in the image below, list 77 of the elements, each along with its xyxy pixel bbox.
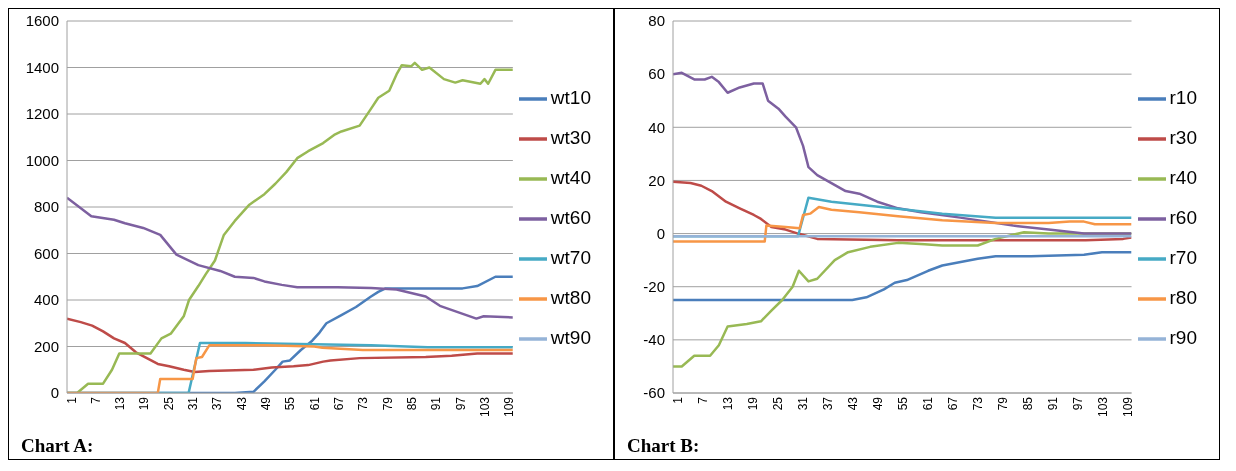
x-tick-label: 85 xyxy=(404,396,419,411)
x-tick-label: 43 xyxy=(845,396,860,411)
y-tick-label: 200 xyxy=(33,337,59,355)
x-tick-label: 7 xyxy=(88,396,103,404)
y-tick-label: 1000 xyxy=(25,151,59,169)
x-tick-label: 109 xyxy=(1120,396,1135,418)
legend-label: wt60 xyxy=(550,207,591,228)
x-tick-label: 25 xyxy=(770,396,785,411)
y-tick-label: 600 xyxy=(33,244,59,262)
x-tick-label: 103 xyxy=(1095,396,1110,418)
x-tick-label: 97 xyxy=(453,396,468,411)
x-tick-label: 97 xyxy=(1070,396,1085,411)
x-tick-label: 61 xyxy=(920,396,935,411)
x-tick-label: 37 xyxy=(820,396,835,411)
y-tick-label: -40 xyxy=(643,331,665,349)
x-tick-label: 109 xyxy=(502,396,517,418)
y-tick-label: 400 xyxy=(33,291,59,309)
x-tick-label: 31 xyxy=(795,396,810,411)
x-tick-label: 1 xyxy=(64,396,79,404)
y-tick-label: 80 xyxy=(648,12,665,30)
x-tick-label: 67 xyxy=(332,396,347,411)
x-tick-label: 73 xyxy=(970,396,985,411)
x-tick-label: 49 xyxy=(870,396,885,411)
x-tick-label: 1 xyxy=(670,396,685,404)
y-tick-label: 0 xyxy=(50,384,59,402)
x-tick-label: 49 xyxy=(259,396,274,411)
x-tick-label: 67 xyxy=(945,396,960,411)
x-tick-label: 91 xyxy=(1045,396,1060,411)
x-tick-label: 43 xyxy=(234,396,249,411)
line-series xyxy=(67,317,513,374)
legend-label: wt40 xyxy=(550,167,591,188)
legend-label: r70 xyxy=(1169,247,1197,268)
legend-label: r60 xyxy=(1169,207,1197,228)
y-tick-label: 1600 xyxy=(25,12,59,30)
legend-label: wt30 xyxy=(550,127,591,148)
line-series xyxy=(673,71,1132,235)
legend-label: r90 xyxy=(1169,327,1197,348)
line-series xyxy=(673,180,1132,242)
x-tick-label: 31 xyxy=(186,396,201,411)
x-tick-label: 103 xyxy=(477,396,492,418)
line-series xyxy=(673,205,1132,243)
x-tick-label: 7 xyxy=(695,396,710,404)
x-tick-label: 91 xyxy=(429,396,444,411)
y-tick-label: 800 xyxy=(33,198,59,216)
x-tick-label: 19 xyxy=(137,396,152,411)
x-tick-label: 61 xyxy=(307,396,322,411)
legend-label: wt80 xyxy=(550,287,591,308)
x-tick-label: 37 xyxy=(210,396,225,411)
x-tick-label: 73 xyxy=(356,396,371,411)
x-tick-label: 25 xyxy=(161,396,176,411)
y-tick-label: -60 xyxy=(643,384,665,402)
line-series xyxy=(67,196,513,320)
y-tick-label: 1200 xyxy=(25,105,59,123)
x-tick-label: 79 xyxy=(995,396,1010,411)
x-tick-label: 13 xyxy=(113,396,128,411)
x-tick-label: 55 xyxy=(283,396,298,411)
y-tick-label: 20 xyxy=(648,171,665,189)
y-tick-label: -20 xyxy=(643,278,665,296)
legend-label: r40 xyxy=(1169,167,1197,188)
y-tick-label: 40 xyxy=(648,118,665,136)
x-tick-label: 55 xyxy=(895,396,910,411)
legend-label: wt90 xyxy=(550,327,591,348)
legend-label: r80 xyxy=(1169,287,1197,308)
text: Chart A: xyxy=(21,435,94,457)
legend-label: r30 xyxy=(1169,127,1197,148)
y-tick-label: 0 xyxy=(656,224,665,242)
x-tick-label: 19 xyxy=(745,396,760,411)
legend-label: r10 xyxy=(1169,87,1197,108)
legend-label: wt70 xyxy=(550,247,591,268)
y-tick-label: 60 xyxy=(648,65,665,83)
x-tick-label: 79 xyxy=(380,396,395,411)
x-tick-label: 13 xyxy=(720,396,735,411)
text: Chart B: xyxy=(627,435,700,457)
x-tick-label: 85 xyxy=(1020,396,1035,411)
legend-label: wt10 xyxy=(550,87,591,108)
line-series xyxy=(673,250,1132,302)
y-tick-label: 1400 xyxy=(25,58,59,76)
